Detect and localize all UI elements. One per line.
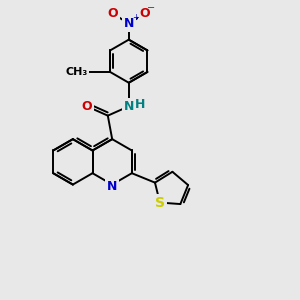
- Text: N: N: [107, 179, 117, 193]
- Text: O: O: [107, 7, 118, 20]
- Text: O: O: [82, 100, 92, 113]
- Text: CH₃: CH₃: [65, 67, 88, 77]
- Text: +: +: [132, 13, 139, 22]
- Text: −: −: [147, 3, 155, 13]
- Text: S: S: [155, 196, 165, 210]
- Text: N: N: [124, 17, 134, 30]
- Text: H: H: [135, 98, 145, 111]
- Text: O: O: [140, 7, 150, 20]
- Text: N: N: [124, 100, 134, 113]
